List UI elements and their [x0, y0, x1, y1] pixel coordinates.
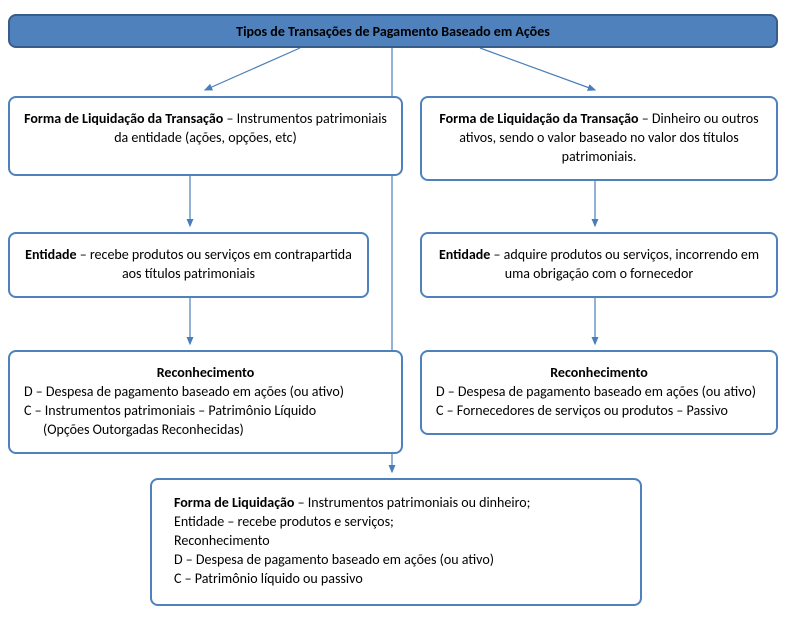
- left3-line-0: D – Despesa de pagamento baseado em açõe…: [24, 383, 387, 402]
- node-bottom: Forma de Liquidação – Instrumentos patri…: [150, 478, 642, 606]
- bottom-first-line: Forma de Liquidação – Instrumentos patri…: [174, 494, 618, 513]
- node-left-forma: Forma de Liquidação da Transação – Instr…: [8, 96, 403, 176]
- bottom-lead: Forma de Liquidação: [174, 494, 294, 511]
- bottom-line-3: C – Patrimônio líquido ou passivo: [174, 570, 618, 589]
- bottom-line-1: Reconhecimento: [174, 532, 618, 551]
- node-right-reconhecimento: Reconhecimento D – Despesa de pagamento …: [420, 350, 778, 435]
- left2-rest: – recebe produtos ou serviços em contrap…: [77, 246, 352, 282]
- bottom-line-2: D – Despesa de pagamento baseado em açõe…: [174, 551, 618, 570]
- bottom-line-0: Entidade – recebe produtos e serviços;: [174, 513, 618, 532]
- right3-line-0: D – Despesa de pagamento baseado em açõe…: [436, 383, 762, 402]
- right2-lead: Entidade: [439, 246, 490, 263]
- right3-title: Reconhecimento: [436, 364, 762, 383]
- node-right-forma: Forma de Liquidação da Transação – Dinhe…: [420, 96, 778, 181]
- right1-lead: Forma de Liquidação da Transação: [439, 110, 638, 127]
- bottom-rest: – Instrumentos patrimoniais ou dinheiro;: [294, 494, 530, 511]
- node-left-entidade: Entidade – recebe produtos ou serviços e…: [8, 232, 369, 298]
- header-box: Tipos de Transações de Pagamento Baseado…: [8, 14, 778, 48]
- left3-title: Reconhecimento: [24, 364, 387, 383]
- left3-line-2: (Opções Outorgadas Reconhecidas): [24, 421, 387, 440]
- node-left-reconhecimento: Reconhecimento D – Despesa de pagamento …: [8, 350, 403, 454]
- node-right-entidade: Entidade – adquire produtos ou serviços,…: [420, 232, 778, 298]
- right2-rest: – adquire produtos ou serviços, incorren…: [490, 246, 759, 282]
- header-text: Tipos de Transações de Pagamento Baseado…: [236, 23, 550, 40]
- left3-line-1: C – Instrumentos patrimoniais – Patrimôn…: [24, 402, 387, 421]
- left1-lead: Forma de Liquidação da Transação: [24, 110, 223, 127]
- right3-line-1: C – Fornecedores de serviços ou produtos…: [436, 402, 762, 421]
- left2-lead: Entidade: [25, 246, 76, 263]
